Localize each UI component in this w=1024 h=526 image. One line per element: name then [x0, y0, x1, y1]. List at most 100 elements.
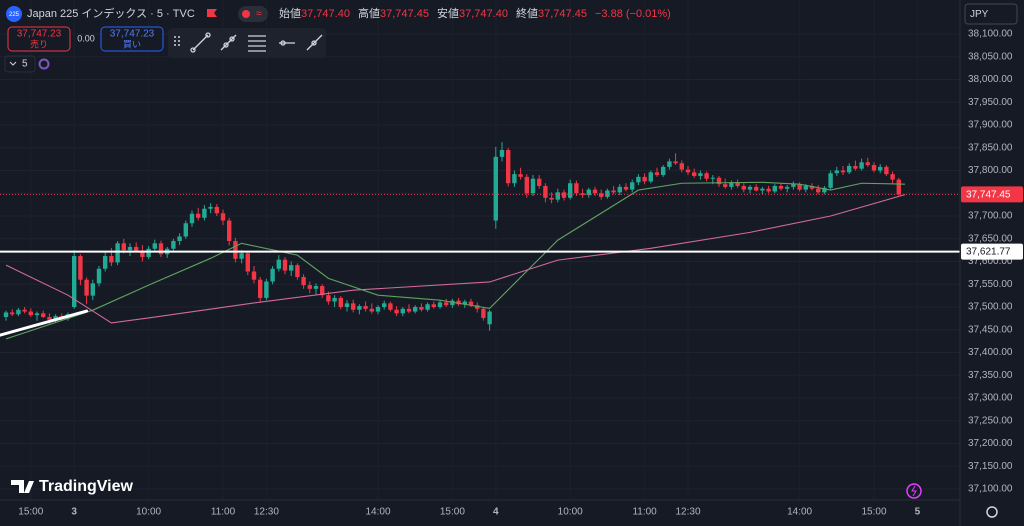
candle-body: [326, 295, 331, 302]
candle-body: [599, 193, 604, 197]
candle-body: [791, 184, 796, 187]
candle-body: [654, 172, 660, 176]
candle-body: [487, 311, 492, 325]
candle-body: [84, 279, 89, 296]
settings-icon[interactable]: [986, 506, 998, 518]
candle-body: [853, 165, 858, 169]
candle-body: [251, 271, 257, 280]
candle-body: [574, 183, 579, 194]
y-tick-label: 37,500.00: [968, 302, 1013, 313]
drag-handle[interactable]: [174, 36, 180, 46]
candle-body: [512, 174, 517, 184]
y-tick-label: 37,850.00: [968, 142, 1013, 153]
candle-body: [183, 223, 188, 237]
candle-body: [388, 303, 393, 310]
alert-icon[interactable]: [906, 483, 922, 499]
y-tick-label: 37,100.00: [968, 484, 1013, 495]
candle-body: [481, 308, 486, 318]
candle-body: [456, 300, 461, 305]
candle-body: [239, 253, 244, 259]
candle-body: [530, 178, 536, 194]
indicator-box[interactable]: [4, 55, 36, 73]
currency: JPY: [970, 9, 989, 20]
candle-body: [295, 265, 300, 277]
candle-body: [301, 276, 306, 286]
candle-body: [493, 156, 498, 221]
candle-body: [289, 265, 294, 271]
ohlc-name: 高値: [358, 6, 380, 20]
candle-body: [22, 309, 27, 312]
candle-body: [667, 161, 672, 167]
candle-body: [375, 307, 381, 312]
candle-body: [648, 172, 653, 182]
candle-body: [431, 304, 436, 307]
buy-button[interactable]: [100, 26, 164, 52]
candle-body: [747, 186, 753, 190]
symbol-title[interactable]: Japan 225 インデックス · 5 · TVC: [27, 6, 195, 20]
collapse-icon[interactable]: [9, 61, 17, 66]
spread: 0.00: [77, 33, 95, 43]
candle-body: [723, 184, 728, 187]
candle-body: [158, 243, 164, 255]
candle-body: [444, 302, 449, 306]
interval: 5: [22, 59, 28, 70]
candle-body: [208, 206, 213, 209]
extended-tool[interactable]: [306, 34, 323, 51]
candle-body: [617, 186, 622, 193]
candle-body: [332, 297, 337, 302]
tool-dot: [205, 32, 211, 38]
candle-body: [10, 312, 15, 315]
candle-body: [134, 246, 139, 251]
candle-body: [16, 309, 21, 315]
symbol-logo-text: 225: [9, 12, 20, 18]
trend-tool[interactable]: [192, 34, 209, 51]
tool-dot: [280, 40, 286, 46]
currency-button[interactable]: [964, 3, 1018, 25]
tool-dot: [190, 47, 196, 53]
candle-body: [524, 176, 529, 194]
hline-label-box: [961, 243, 1023, 260]
candle-body: [685, 169, 691, 173]
candle-body: [307, 285, 312, 289]
candle-body: [351, 303, 356, 310]
candle-body: [673, 161, 678, 164]
y-tick-label: 38,050.00: [968, 51, 1013, 62]
candle-body: [140, 250, 145, 257]
candle-body: [115, 243, 120, 263]
candle-body: [3, 312, 9, 318]
candle-body: [605, 190, 610, 197]
candle-body: [760, 188, 765, 191]
candle-body: [363, 306, 368, 309]
status-pill[interactable]: [238, 6, 268, 22]
candle-body: [586, 189, 591, 196]
sell-button[interactable]: [7, 26, 71, 52]
candle-body: [890, 174, 895, 180]
candle-body: [258, 279, 263, 298]
indicator-icon[interactable]: [38, 58, 50, 70]
candle-body: [338, 297, 343, 307]
candle-body: [189, 213, 195, 224]
candle-body: [754, 186, 759, 191]
candle-body: [797, 184, 802, 190]
candle-body: [828, 173, 833, 188]
status-dot: [242, 10, 250, 18]
candle-body: [729, 182, 734, 187]
x-tick-label: 5: [915, 507, 921, 518]
y-tick-label: 37,550.00: [968, 279, 1013, 290]
candle-body: [568, 183, 573, 198]
candle-body: [871, 165, 877, 171]
candle-body: [735, 182, 740, 186]
fib-tool[interactable]: [248, 35, 266, 52]
x-tick-label: 11:00: [211, 507, 236, 518]
candle-body: [623, 186, 629, 190]
candle-body: [437, 302, 443, 307]
candle-body: [636, 176, 641, 183]
x-tick-label: 10:00: [136, 507, 161, 518]
candle-body: [704, 173, 709, 179]
ohlc-value: 37,747.40: [459, 8, 508, 20]
candle-body: [196, 213, 201, 218]
candle-body: [679, 163, 684, 170]
y-tick-label: 37,600.00: [968, 256, 1013, 267]
flag-icon[interactable]: [207, 9, 217, 17]
candle-body: [710, 177, 715, 179]
